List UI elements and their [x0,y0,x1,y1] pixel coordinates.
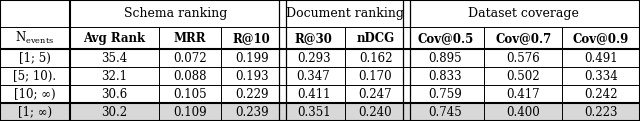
Text: 0.759: 0.759 [429,87,462,101]
Text: 0.242: 0.242 [584,87,618,101]
Text: [10; ∞): [10; ∞) [14,87,56,101]
Text: 0.745: 0.745 [429,106,462,118]
Text: R@30: R@30 [294,32,333,45]
Text: 0.247: 0.247 [359,87,392,101]
Text: 0.293: 0.293 [297,52,330,64]
Bar [0,103,640,121]
Text: 0.576: 0.576 [506,52,540,64]
Text: 0.105: 0.105 [173,87,207,101]
Text: 0.491: 0.491 [584,52,618,64]
Text: [1; ∞): [1; ∞) [18,106,52,118]
Text: 0.223: 0.223 [584,106,618,118]
Text: nDCG: nDCG [356,32,395,45]
Text: Document ranking: Document ranking [285,7,404,20]
Text: 0.351: 0.351 [297,106,330,118]
Text: 32.1: 32.1 [101,70,127,83]
Text: 30.2: 30.2 [101,106,127,118]
Text: 0.239: 0.239 [235,106,268,118]
Text: 0.170: 0.170 [359,70,392,83]
Text: 0.833: 0.833 [429,70,462,83]
Text: MRR: MRR [173,32,206,45]
Text: 0.199: 0.199 [235,52,268,64]
Text: 0.072: 0.072 [173,52,207,64]
Text: 0.347: 0.347 [297,70,330,83]
Text: 0.400: 0.400 [506,106,540,118]
Text: 0.162: 0.162 [359,52,392,64]
Text: 35.4: 35.4 [101,52,127,64]
Text: Avg Rank: Avg Rank [83,32,145,45]
Text: 0.502: 0.502 [506,70,540,83]
Text: Cov@0.9: Cov@0.9 [573,32,629,45]
Text: Cov@0.5: Cov@0.5 [417,32,474,45]
Text: Cov@0.7: Cov@0.7 [495,32,552,45]
Text: R@10: R@10 [233,32,271,45]
Text: 0.193: 0.193 [235,70,268,83]
Text: Schema ranking: Schema ranking [124,7,228,20]
Text: 0.417: 0.417 [506,87,540,101]
Text: 0.411: 0.411 [297,87,330,101]
Text: 30.6: 30.6 [101,87,127,101]
Text: 0.229: 0.229 [235,87,268,101]
Text: Dataset coverage: Dataset coverage [468,7,579,20]
Text: 0.334: 0.334 [584,70,618,83]
Text: [1; 5): [1; 5) [19,52,51,64]
Text: 0.109: 0.109 [173,106,207,118]
Text: 0.895: 0.895 [429,52,462,64]
Text: 0.240: 0.240 [359,106,392,118]
Text: [5; 10).: [5; 10). [13,70,56,83]
Text: N$_{\mathregular{events}}$: N$_{\mathregular{events}}$ [15,30,54,46]
Text: 0.088: 0.088 [173,70,207,83]
